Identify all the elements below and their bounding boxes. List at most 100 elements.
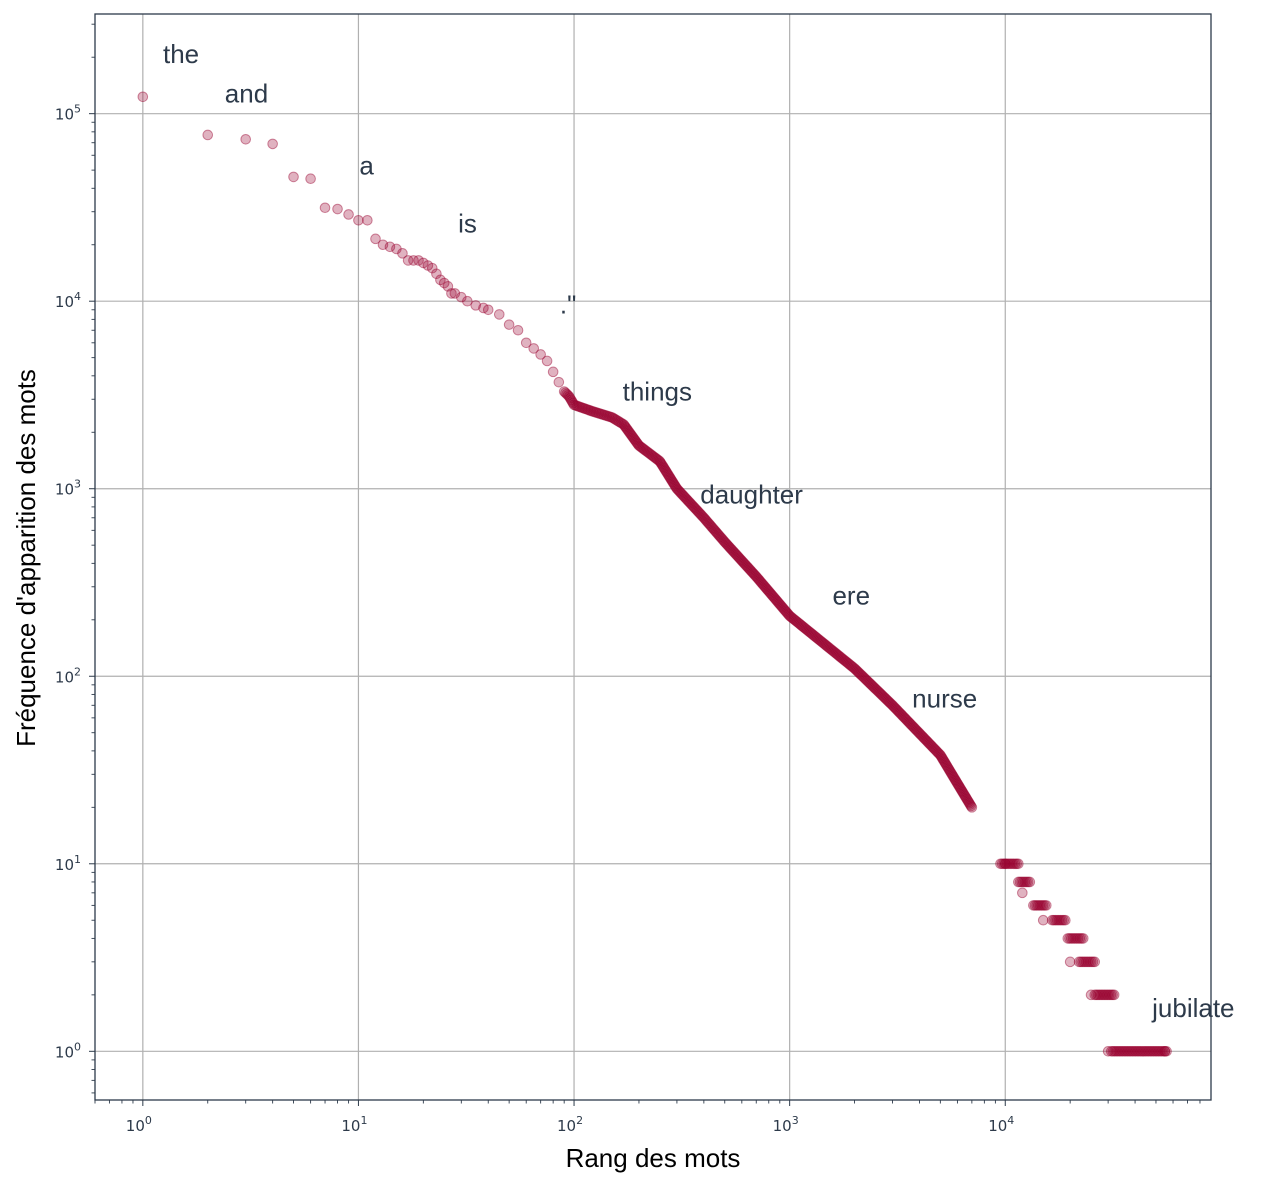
data-point bbox=[711, 527, 723, 539]
data-point bbox=[867, 681, 879, 692]
data-point bbox=[666, 475, 678, 486]
data-point bbox=[729, 547, 740, 559]
data-point bbox=[949, 774, 961, 786]
data-point bbox=[638, 444, 650, 455]
data-point bbox=[755, 576, 766, 587]
data-point bbox=[659, 464, 671, 475]
data-point bbox=[798, 621, 809, 633]
data-point bbox=[900, 713, 912, 725]
data-point bbox=[855, 668, 866, 680]
data-point bbox=[699, 513, 711, 525]
data-point bbox=[384, 241, 396, 253]
data-point bbox=[750, 571, 762, 582]
data-point bbox=[649, 452, 660, 463]
data-point bbox=[1151, 1046, 1163, 1057]
data-point bbox=[874, 687, 886, 699]
data-point bbox=[694, 507, 705, 519]
data-point bbox=[662, 468, 673, 479]
data-point bbox=[585, 405, 597, 417]
data-point bbox=[786, 612, 798, 624]
data-point bbox=[677, 489, 688, 501]
data-point bbox=[1156, 1046, 1167, 1057]
data-point bbox=[563, 391, 575, 402]
data-points bbox=[137, 91, 1172, 1057]
data-point bbox=[1013, 876, 1024, 888]
data-point bbox=[848, 662, 859, 673]
data-point bbox=[520, 337, 532, 349]
data-point bbox=[1016, 876, 1027, 888]
data-point bbox=[1127, 1046, 1138, 1057]
data-point bbox=[960, 792, 972, 804]
data-point bbox=[1055, 914, 1066, 926]
data-point bbox=[619, 420, 630, 432]
data-point bbox=[772, 597, 784, 608]
data-point bbox=[1028, 900, 1039, 911]
data-point bbox=[512, 324, 524, 336]
data-point bbox=[1046, 914, 1058, 926]
data-point bbox=[863, 676, 874, 688]
data-point bbox=[1085, 989, 1097, 1001]
data-point bbox=[961, 793, 973, 805]
data-point bbox=[810, 631, 822, 643]
data-point bbox=[478, 302, 489, 314]
data-point bbox=[623, 425, 634, 437]
data-point bbox=[730, 548, 741, 560]
data-point bbox=[1138, 1046, 1150, 1057]
data-point bbox=[813, 633, 824, 645]
data-point bbox=[1085, 956, 1097, 968]
data-point bbox=[637, 443, 649, 454]
data-point bbox=[391, 243, 402, 255]
data-point bbox=[918, 732, 929, 743]
data-point bbox=[690, 504, 702, 515]
data-point bbox=[621, 423, 632, 434]
data-point bbox=[528, 343, 540, 354]
data-point bbox=[1105, 989, 1117, 1001]
data-point bbox=[933, 748, 945, 760]
data-point bbox=[771, 595, 783, 607]
data-point bbox=[582, 404, 594, 416]
data-point bbox=[1008, 858, 1019, 870]
data-point bbox=[603, 411, 615, 422]
data-point bbox=[868, 682, 880, 693]
data-point bbox=[667, 476, 678, 488]
data-point bbox=[418, 257, 429, 269]
data-point bbox=[965, 800, 977, 812]
data-point bbox=[654, 456, 666, 467]
data-point bbox=[838, 654, 849, 665]
data-point bbox=[1058, 914, 1070, 926]
data-point bbox=[710, 526, 722, 538]
data-point bbox=[801, 624, 813, 636]
data-point bbox=[811, 632, 823, 644]
data-point bbox=[695, 508, 706, 520]
data-point bbox=[893, 706, 905, 718]
data-point bbox=[612, 415, 624, 427]
data-point bbox=[954, 781, 965, 792]
data-point bbox=[901, 715, 913, 726]
data-point bbox=[953, 780, 964, 791]
data-point bbox=[1159, 1046, 1171, 1057]
data-point bbox=[1014, 876, 1026, 888]
data-point bbox=[1143, 1046, 1154, 1057]
data-point bbox=[626, 429, 637, 441]
data-point bbox=[535, 349, 546, 360]
data-point bbox=[708, 523, 720, 535]
data-point bbox=[949, 773, 960, 784]
data-point bbox=[1097, 989, 1109, 1001]
data-point bbox=[780, 605, 791, 617]
data-point bbox=[595, 408, 607, 420]
data-point bbox=[834, 651, 845, 662]
data-point bbox=[996, 858, 1008, 870]
data-point bbox=[641, 446, 653, 457]
data-point bbox=[665, 473, 677, 485]
data-point bbox=[574, 401, 586, 413]
data-point bbox=[408, 255, 419, 266]
data-point bbox=[1120, 1046, 1132, 1057]
y-axis-label: Fréquence d'apparition des mots bbox=[11, 369, 41, 747]
data-point bbox=[573, 401, 585, 412]
data-point bbox=[789, 614, 800, 626]
data-point bbox=[702, 517, 714, 529]
data-point bbox=[872, 685, 883, 697]
data-point bbox=[656, 458, 667, 470]
data-point bbox=[940, 759, 952, 770]
data-point bbox=[1133, 1046, 1145, 1057]
